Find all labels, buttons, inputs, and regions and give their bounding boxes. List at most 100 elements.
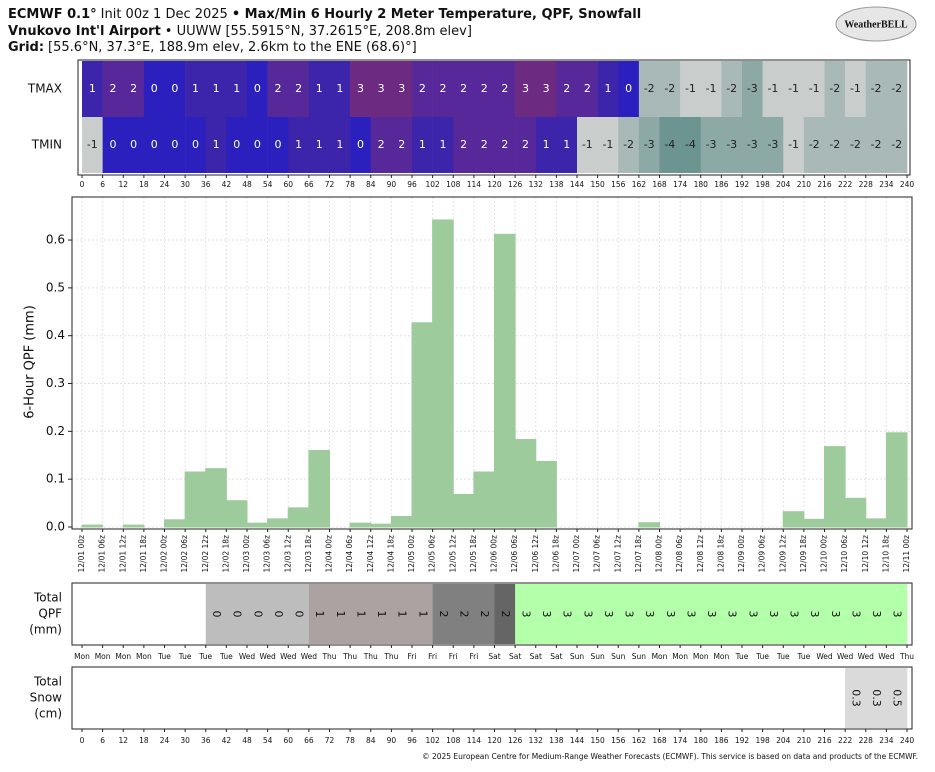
total-cell <box>845 584 867 644</box>
x-tick-label: 12/09 12z <box>778 535 787 573</box>
total-cell <box>329 584 351 644</box>
temp-label: 2 <box>563 82 570 95</box>
x-tick-label: 0 <box>80 180 85 189</box>
total-label: 0 <box>272 611 285 618</box>
temp-label: -2 <box>664 82 675 95</box>
temp-cell <box>288 117 310 173</box>
total-cell <box>742 584 763 644</box>
x-tick-label: 78 <box>345 180 355 189</box>
x-tick-label: 12/10 06z <box>840 535 849 573</box>
x-tick-label: 12/01 12z <box>118 535 127 573</box>
temp-label: -2 <box>623 138 634 151</box>
temp-label: 1 <box>192 82 199 95</box>
total-cell <box>597 584 619 644</box>
x-tick-label: 42 <box>222 180 232 189</box>
temp-cell <box>577 117 598 173</box>
temp-cell <box>412 117 433 173</box>
grid-label: Grid: <box>8 40 44 55</box>
temp-cell <box>659 117 681 173</box>
x-tick-label: 90 <box>387 736 397 745</box>
bar <box>432 219 454 528</box>
temp-cell <box>597 117 619 173</box>
x-tick-label: Thu <box>321 652 336 661</box>
x-tick-label: 12/11 00z <box>902 535 911 573</box>
temp-cell <box>515 61 537 117</box>
y-axis-label: (cm) <box>34 707 62 721</box>
x-tick-label: 12/08 06z <box>675 535 684 573</box>
x-tick-label: Thu <box>383 652 398 661</box>
total-cell <box>515 584 537 644</box>
total-cell <box>762 584 784 644</box>
x-tick-label: 204 <box>776 180 791 189</box>
temp-cell <box>473 61 495 117</box>
temp-label: 3 <box>378 82 385 95</box>
x-tick-label: 6 <box>100 736 105 745</box>
temp-cell <box>205 117 227 173</box>
total-label: 1 <box>396 611 409 618</box>
total-cell <box>226 584 248 644</box>
temp-label: 2 <box>481 82 488 95</box>
temp-cell <box>824 61 846 117</box>
x-tick-label: 12/06 00z <box>490 535 499 573</box>
total-label: 2 <box>458 611 471 618</box>
temp-label: 0 <box>625 82 632 95</box>
temp-label: -2 <box>829 82 840 95</box>
temp-cell <box>515 117 537 173</box>
total-label: 3 <box>870 611 883 618</box>
temp-cell <box>267 117 289 173</box>
station-line: Vnukovo Int'l Airport • UUWW [55.5915°N, … <box>8 24 472 39</box>
temp-cell <box>432 117 454 173</box>
temp-cell <box>680 61 702 117</box>
x-tick-label: 12/07 06z <box>593 535 602 573</box>
product: • Max/Min 6 Hourly 2 Meter Temperature, … <box>232 7 641 22</box>
x-tick-label: 108 <box>446 180 461 189</box>
total-label: 3 <box>561 611 574 618</box>
total-label: 1 <box>354 611 367 618</box>
total-label: 3 <box>705 611 718 618</box>
x-tick-label: 12 <box>118 180 128 189</box>
x-tick-label: 12/02 06z <box>180 535 189 573</box>
total-label: 3 <box>746 611 759 618</box>
temp-cell <box>370 61 392 117</box>
bar <box>452 493 475 528</box>
temp-cell <box>102 117 124 173</box>
total-cell <box>886 668 908 728</box>
x-tick-label: 192 <box>735 180 750 189</box>
temp-label: 1 <box>543 138 550 151</box>
temp-cell <box>742 61 763 117</box>
temp-cell <box>803 117 825 173</box>
x-tick-label: 24 <box>160 736 170 745</box>
x-tick-label: 186 <box>714 180 729 189</box>
temp-label: -2 <box>871 138 882 151</box>
x-tick-label: 36 <box>201 736 211 745</box>
x-tick-label: 234 <box>879 180 894 189</box>
x-tick-label: 114 <box>467 180 482 189</box>
temp-label: 1 <box>89 82 96 95</box>
total-cell <box>824 584 846 644</box>
bar <box>782 511 805 528</box>
total-cell <box>535 584 557 644</box>
total-cell <box>247 584 268 644</box>
temp-label: -1 <box>582 138 593 151</box>
temp-label: -4 <box>664 138 675 151</box>
y-tick-label: 0.1 <box>46 472 65 486</box>
temp-label: 2 <box>460 138 467 151</box>
x-tick-label: 12/01 00z <box>77 535 86 573</box>
temp-label: 2 <box>501 82 508 95</box>
temp-cell <box>123 61 145 117</box>
x-tick-label: 12/08 12z <box>696 535 705 573</box>
temp-cell <box>618 61 640 117</box>
x-tick-label: 12/04 06z <box>345 535 354 573</box>
x-tick-label: 216 <box>817 180 832 189</box>
x-tick-label: 12/07 18z <box>634 535 643 573</box>
temp-label: -2 <box>871 82 882 95</box>
logo-badge <box>835 6 917 42</box>
temp-cell <box>783 117 805 173</box>
x-tick-label: 12/07 12z <box>613 535 622 573</box>
total-label: 3 <box>623 611 636 618</box>
temp-label: 2 <box>295 82 302 95</box>
temp-cell <box>556 61 578 117</box>
x-tick-label: Wed <box>280 652 297 661</box>
x-tick-label: 12/05 18z <box>469 535 478 573</box>
temp-label: 1 <box>604 82 611 95</box>
